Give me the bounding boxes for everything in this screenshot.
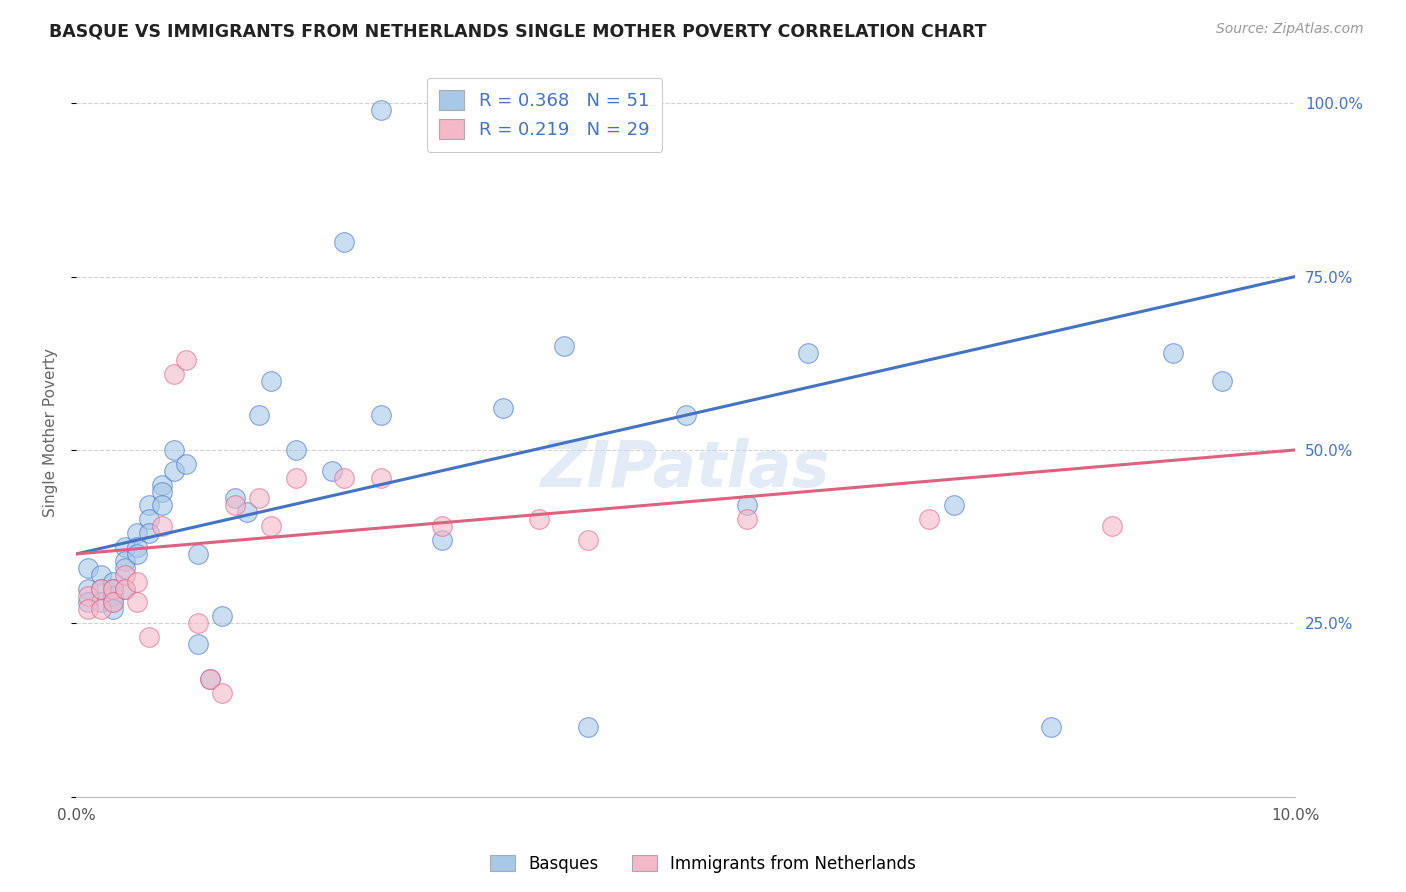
Point: [77, 561, 100, 575]
Text: Source: ZipAtlas.com: Source: ZipAtlas.com: [1216, 22, 1364, 37]
Point: [321, 464, 343, 478]
Point: [430, 519, 453, 533]
Point: [1211, 374, 1233, 388]
Point: [101, 595, 124, 609]
Point: [211, 686, 233, 700]
Point: [174, 352, 197, 367]
Point: [127, 547, 149, 561]
Point: [127, 574, 149, 589]
Point: [942, 499, 965, 513]
Point: [1101, 519, 1123, 533]
Point: [90, 582, 112, 596]
Point: [138, 512, 160, 526]
Point: [101, 582, 124, 596]
Point: [138, 630, 160, 644]
Point: [138, 526, 160, 541]
Point: [247, 409, 270, 423]
Point: [430, 533, 453, 547]
Point: [187, 616, 209, 631]
Point: [77, 602, 100, 616]
Point: [163, 442, 186, 457]
Point: [576, 720, 599, 734]
Point: [77, 582, 100, 596]
Point: [529, 512, 551, 526]
Point: [370, 471, 392, 485]
Point: [284, 442, 307, 457]
Point: [236, 505, 259, 519]
Point: [114, 540, 136, 554]
Point: [260, 519, 283, 533]
Point: [90, 567, 112, 582]
Point: [138, 499, 160, 513]
Legend: Basques, Immigrants from Netherlands: Basques, Immigrants from Netherlands: [484, 848, 922, 880]
Point: [576, 533, 599, 547]
Point: [150, 477, 173, 491]
Point: [553, 339, 575, 353]
Point: [796, 346, 818, 360]
Point: [492, 401, 515, 416]
Point: [114, 582, 136, 596]
Point: [200, 672, 222, 686]
Point: [187, 637, 209, 651]
Point: [90, 582, 112, 596]
Point: [101, 574, 124, 589]
Point: [127, 595, 149, 609]
Point: [333, 471, 356, 485]
Point: [735, 512, 758, 526]
Point: [224, 499, 246, 513]
Text: BASQUE VS IMMIGRANTS FROM NETHERLANDS SINGLE MOTHER POVERTY CORRELATION CHART: BASQUE VS IMMIGRANTS FROM NETHERLANDS SI…: [49, 22, 987, 40]
Point: [260, 374, 283, 388]
Point: [127, 540, 149, 554]
Point: [187, 547, 209, 561]
Point: [370, 103, 392, 117]
Point: [77, 589, 100, 603]
Point: [247, 491, 270, 506]
Point: [675, 409, 697, 423]
Point: [163, 464, 186, 478]
Y-axis label: Single Mother Poverty: Single Mother Poverty: [44, 348, 58, 517]
Point: [114, 554, 136, 568]
Point: [101, 595, 124, 609]
Point: [224, 491, 246, 506]
Point: [127, 526, 149, 541]
Point: [150, 499, 173, 513]
Point: [90, 602, 112, 616]
Point: [77, 595, 100, 609]
Text: ZIPatlas: ZIPatlas: [541, 438, 831, 500]
Point: [114, 561, 136, 575]
Legend: R = 0.368   N = 51, R = 0.219   N = 29: R = 0.368 N = 51, R = 0.219 N = 29: [426, 78, 662, 152]
Point: [101, 582, 124, 596]
Point: [163, 367, 186, 381]
Point: [174, 457, 197, 471]
Point: [735, 499, 758, 513]
Point: [333, 235, 356, 249]
Point: [918, 512, 941, 526]
Point: [370, 409, 392, 423]
Point: [284, 471, 307, 485]
Point: [200, 672, 222, 686]
Point: [1161, 346, 1184, 360]
Point: [211, 609, 233, 624]
Point: [150, 484, 173, 499]
Point: [114, 582, 136, 596]
Point: [1040, 720, 1063, 734]
Point: [90, 595, 112, 609]
Point: [101, 589, 124, 603]
Point: [114, 567, 136, 582]
Point: [101, 602, 124, 616]
Point: [150, 519, 173, 533]
